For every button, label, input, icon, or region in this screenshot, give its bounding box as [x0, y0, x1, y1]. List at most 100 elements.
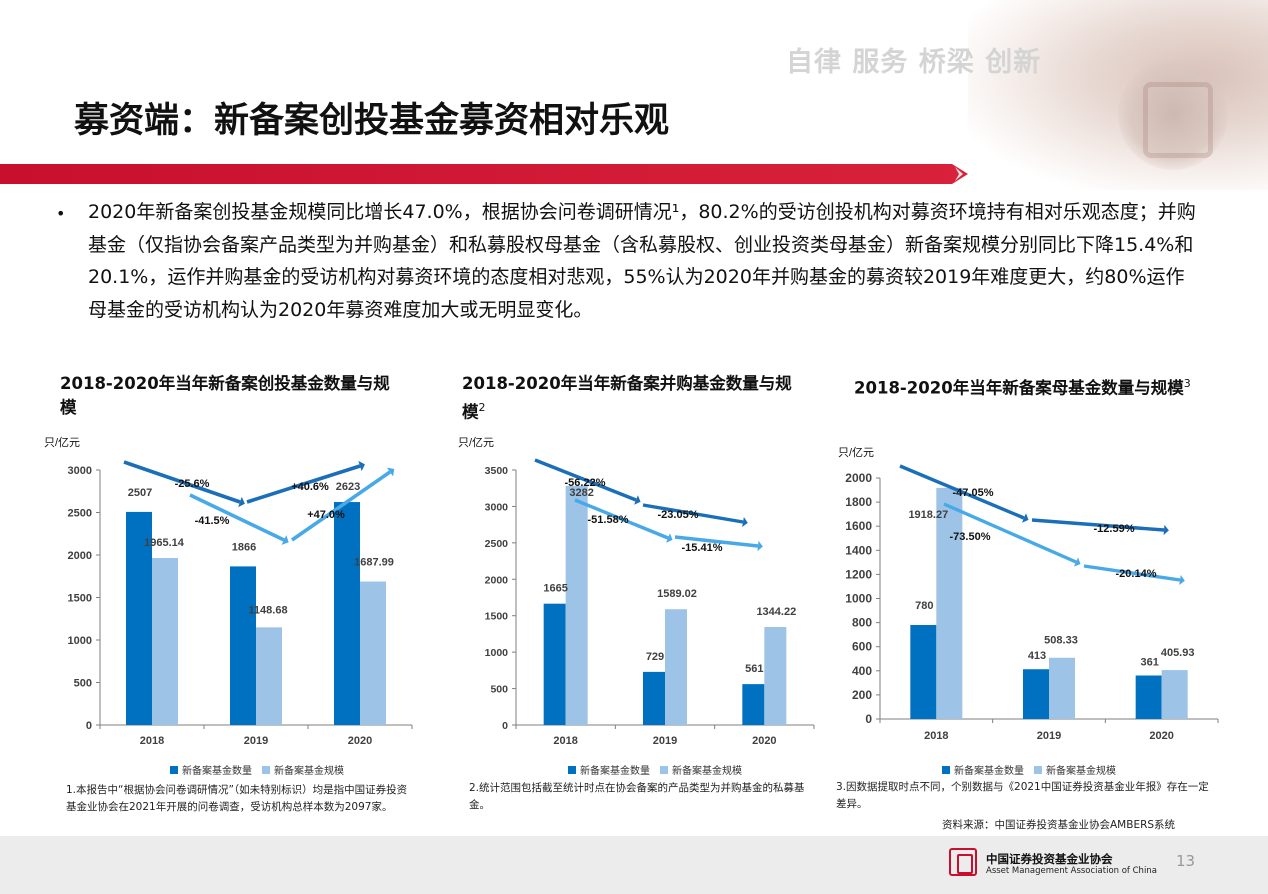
bar-scale-2018	[152, 557, 178, 725]
x-tick-label: 2019	[244, 735, 268, 747]
change-annotation: -73.50%	[950, 531, 991, 543]
y-tick-label: 1500	[485, 611, 509, 623]
legend-label-count: 新备案基金数量	[182, 766, 252, 777]
chart-1-legend: 新备案基金数量 新备案基金规模	[170, 762, 344, 777]
trend-arrow-2	[642, 503, 744, 524]
data-label-count-2018: 780	[915, 600, 933, 612]
change-annotation: -41.5%	[195, 515, 230, 527]
data-label-scale-2019: 508.33	[1044, 635, 1078, 647]
chart-1-title: 2018-2020年当年新备案创投基金数量与规模	[60, 372, 400, 420]
x-tick-label: 2018	[924, 730, 948, 742]
chart-3-footnote-ref: 3	[1183, 377, 1191, 390]
footnote-2: 2.统计范围包括截至统计时点在协会备案的产品类型为并购基金的私募基金。	[469, 782, 805, 811]
legend-label-count: 新备案基金数量	[954, 766, 1024, 777]
bar-scale-2020	[360, 581, 386, 725]
bar-scale-2019	[256, 627, 282, 725]
footer-bar	[0, 836, 1268, 894]
x-tick-label: 2020	[1149, 730, 1173, 742]
y-tick-label: 2500	[485, 538, 509, 550]
trend-arrow-2-head	[358, 460, 365, 472]
x-tick-label: 2019	[1037, 730, 1061, 742]
trend-arrow-1-head	[634, 495, 641, 505]
y-tick-label: 1400	[845, 543, 872, 557]
bullet-dot: •	[56, 204, 66, 223]
y-tick-label: 0	[86, 720, 92, 732]
y-tick-label: 400	[852, 664, 872, 678]
bar-count-2018	[543, 603, 566, 725]
change-annotation: -15.41%	[682, 542, 723, 554]
header-decoration	[968, 0, 1268, 190]
y-tick-label: 3000	[68, 465, 92, 477]
legend-label-scale: 新备案基金规模	[1046, 766, 1116, 777]
chart-2-title-text: 2018-2020年当年新备案并购基金数量与规模	[462, 374, 792, 422]
bar-scale-2020	[764, 627, 787, 725]
y-tick-label: 1800	[845, 495, 872, 509]
y-tick-label: 500	[490, 684, 508, 696]
chart-2-footnote-ref: 2	[478, 401, 486, 414]
bar-scale-2019	[665, 609, 687, 725]
data-label-count-2018: 2507	[128, 487, 152, 499]
y-tick-label: 800	[852, 616, 872, 630]
bar-count-2020	[742, 684, 765, 725]
y-tick-label: 600	[852, 640, 872, 654]
trend-arrow-4-head	[757, 540, 763, 552]
trend-arrow-3	[189, 493, 285, 542]
x-tick-label: 2020	[752, 735, 776, 747]
data-label-scale-2018: 1918.27	[908, 509, 948, 521]
y-tick-label: 1200	[845, 567, 872, 581]
data-label-count-2020: 2623	[336, 481, 360, 493]
change-annotation: +47.0%	[307, 509, 345, 521]
y-tick-label: 1500	[68, 593, 92, 605]
x-tick-label: 2018	[140, 735, 164, 747]
y-tick-label: 2500	[68, 508, 92, 520]
trend-arrow-4-head	[1179, 574, 1185, 586]
bar-scale-2018	[565, 485, 588, 725]
trend-arrow-3	[574, 498, 669, 540]
y-axis-unit-label: 只/亿元	[44, 436, 80, 449]
data-label-count-2019: 729	[646, 651, 664, 663]
change-annotation: -20.14%	[1116, 568, 1157, 580]
chart-1-bar-chart: 只/亿元 0 500 1000 1500 2000 2500 3000 2507 1965.14 2…	[44, 436, 413, 747]
legend-label-scale: 新备案基金规模	[672, 766, 742, 777]
trend-arrow-3-head	[1073, 557, 1081, 567]
y-axis-unit-label: 只/亿元	[838, 446, 874, 459]
page-title: 募资端：新备案创投基金募资相对乐观	[74, 101, 670, 141]
bar-count-2019	[643, 671, 665, 725]
legend-swatch-count	[170, 765, 178, 774]
org-name-cn: 中国证券投资基金业协会	[986, 852, 1113, 866]
data-source: 资料来源：中国证券投资基金业协会AMBERS系统	[942, 819, 1176, 831]
legend-swatch-scale	[1034, 765, 1042, 774]
trend-arrow-2	[1031, 518, 1165, 532]
change-annotation: +40.6%	[291, 481, 329, 493]
chart-3-legend: 新备案基金数量 新备案基金规模	[942, 762, 1116, 777]
y-tick-label: 500	[74, 678, 92, 690]
chart-2-legend: 新备案基金数量 新备案基金规模	[568, 762, 742, 777]
amac-logo-icon	[949, 848, 977, 876]
bar-count-2018	[126, 511, 152, 725]
legend-label-scale: 新备案基金规模	[274, 766, 344, 777]
change-annotation: -12.59%	[1094, 523, 1135, 535]
bar-count-2020	[1135, 675, 1162, 719]
legend-swatch-scale	[660, 765, 668, 774]
bar-count-2019	[1023, 669, 1049, 719]
bar-scale-2020	[1161, 670, 1188, 719]
legend-label-count: 新备案基金数量	[580, 766, 650, 777]
seal-image	[1118, 60, 1228, 170]
x-tick-label: 2020	[348, 735, 372, 747]
trend-arrow-4	[290, 470, 392, 542]
trend-arrow-4	[1083, 564, 1181, 582]
data-label-scale-2018: 3282	[569, 487, 593, 499]
data-label-scale-2020: 1687.99	[354, 557, 394, 569]
trend-arrow-2-head	[1163, 524, 1169, 536]
bar-scale-2018	[936, 487, 963, 719]
x-tick-label: 2018	[553, 735, 577, 747]
chart-3-title-text: 2018-2020年当年新备案母基金数量与规模	[854, 378, 1184, 398]
trend-arrow-1	[534, 458, 637, 502]
summary-paragraph: 2020年新备案创投基金规模同比增长47.0%，根据协会问卷调研情况¹，80.2…	[88, 201, 1196, 321]
data-label-count-2018: 1665	[543, 583, 567, 595]
footnote-1: 1.本报告中“根据协会问卷调研情况”（如未特别标识）均是指中国证券投资基金业协会…	[66, 784, 408, 813]
y-tick-label: 2000	[68, 550, 92, 562]
trend-arrow-3-head	[281, 535, 289, 545]
data-label-scale-2020: 405.93	[1161, 647, 1195, 659]
data-label-scale-2020: 1344.22	[756, 606, 796, 618]
